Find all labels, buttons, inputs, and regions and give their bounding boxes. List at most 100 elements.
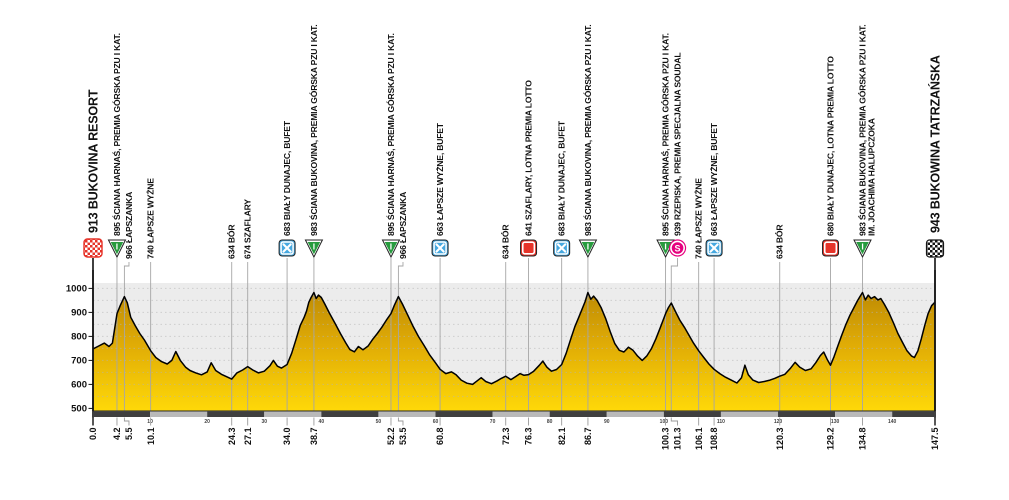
km-label: 82.1 — [557, 428, 567, 446]
scalebar-number: 40 — [319, 419, 325, 425]
waypoint-label: 983 ŚCIANA BUKOVINA, PREMIA GÓRSKA PZU I… — [582, 25, 593, 236]
scalebar-segment — [663, 411, 721, 417]
waypoint-label: 740 ŁAPSZE WYŻNE — [694, 178, 704, 259]
feed-zone-icon-border — [707, 241, 721, 255]
scalebar-number: 50 — [376, 419, 382, 425]
waypoint-label: 939 RZEPISKA, PREMIA SPECJALNA SOUDAL — [673, 53, 683, 236]
sprint-premium-icon — [520, 239, 538, 257]
sprint-premium-icon — [822, 239, 840, 257]
waypoint-label-line2: IM. JOACHIMA HALUPCZOKA — [867, 118, 877, 236]
waypoint-label: 683 BIAŁY DUNAJEC, BUFET — [282, 120, 292, 236]
km-label: 76.3 — [524, 428, 534, 446]
km-label: 34.0 — [282, 428, 292, 446]
scalebar-number: 120 — [774, 419, 783, 425]
elevation-profile-area — [93, 292, 935, 411]
waypoint-108.8: 663 ŁAPSZE WYŻNE, BUFET 108.8 — [705, 122, 723, 451]
scalebar-segment — [835, 411, 893, 417]
special-premium-icon-ring — [670, 240, 685, 256]
km-label: 129.2 — [826, 428, 836, 451]
km-label: 60.8 — [435, 428, 445, 446]
waypoint-label: 913 BUKOVINA RESORT — [86, 89, 100, 233]
km-label: 134.8 — [858, 428, 868, 451]
scalebar-number: 110 — [717, 419, 725, 425]
climb-category-glyph: I — [313, 242, 315, 252]
waypoint-label: 943 BUKOWINA TATRZAŃSKA — [927, 55, 942, 233]
scalebar-segment — [378, 411, 436, 417]
km-label: 24.3 — [227, 428, 237, 446]
km-label: 52.2 — [386, 428, 396, 446]
climb-cat1-icon-inner — [856, 242, 869, 255]
waypoint-53.5: 966 ŁAPSZANKA 53.5 — [397, 192, 408, 446]
sprint-premium-icon-border — [521, 241, 536, 255]
waypoint-134.8: I 983 ŚCIANA BUKOVINA, PREMIA GÓRSKA PZU … — [853, 25, 877, 451]
waypoint-label: 895 ŚCIANA HARNAŚ, PREMIA GÓRSKA PZU I K… — [111, 33, 122, 236]
waypoint-106.1: 740 ŁAPSZE WYŻNE 106.1 — [694, 178, 704, 450]
scalebar-segment — [207, 411, 265, 417]
climb-category-glyph: I — [861, 242, 863, 252]
climb-category-glyph: I — [587, 242, 589, 252]
climb-cat1-icon-inner — [307, 242, 321, 255]
waypoint-86.7: I 983 ŚCIANA BUKOVINA, PREMIA GÓRSKA PZU … — [578, 25, 598, 445]
waypoint-147.5: 943 BUKOWINA TATRZAŃSKA 147.5 — [925, 55, 945, 450]
scalebar-number: 90 — [604, 419, 610, 425]
y-axis-tick-label: 800 — [71, 332, 87, 343]
waypoint-52.2: I 895 ŚCIANA HARNAŚ, PREMIA GÓRSKA PZU I … — [381, 33, 401, 446]
km-label: 72.3 — [501, 428, 511, 446]
km-label: 4.2 — [112, 428, 122, 441]
km-label: 27.1 — [243, 428, 253, 446]
feed-zone-icon-border — [280, 241, 294, 255]
waypoint-label: 680 BIAŁY DUNAJEC, LOTNA PREMIA LOTTO — [826, 56, 836, 236]
waypoint-line-5.5 — [123, 262, 130, 411]
waypoint-10.1: 740 ŁAPSZE WYŻNE 10.1 — [146, 178, 156, 445]
waypoint-34: 683 BIAŁY DUNAJEC, BUFET 34.0 — [278, 120, 296, 446]
waypoint-label: 966 ŁAPSZANKA — [124, 192, 134, 259]
waypoint-76.3: 641 SZAFLARY, LOTNA PREMIA LOTTO 76.3 — [520, 80, 538, 446]
waypoint-label: 740 ŁAPSZE WYŻNE — [146, 178, 156, 259]
waypoint-label: 983 ŚCIANA BUKOVINA, PREMIA GÓRSKA PZU I… — [308, 25, 319, 236]
scalebar-segment — [720, 411, 779, 417]
scalebar-number: 80 — [547, 419, 553, 425]
km-label: 108.8 — [709, 428, 719, 451]
scalebar-number: 30 — [261, 419, 267, 425]
km-label: 5.5 — [124, 428, 134, 441]
waypoint-label: 895 ŚCIANA HARNAŚ, PREMIA GÓRSKA PZU I K… — [660, 33, 671, 236]
sprint-premium-icon-border — [823, 241, 838, 255]
scalebar-segment — [549, 411, 607, 417]
km-label: 120.3 — [775, 428, 785, 451]
km-label: 53.5 — [398, 428, 408, 446]
distance-scalebar: 10 20 30 40 50 60 70 80 90 100 110 120 130 140 — [93, 411, 935, 425]
waypoint-4.2: I 895 ŚCIANA HARNAŚ, PREMIA GÓRSKA PZU I … — [107, 33, 127, 441]
special-premium-glyph: S — [675, 243, 681, 253]
feed-zone-cross — [557, 243, 567, 253]
climb-category-glyph: I — [664, 242, 666, 252]
waypoint-38.7: I 983 ŚCIANA BUKOVINA, PREMIA GÓRSKA PZU … — [304, 25, 324, 445]
scalebar-number: 60 — [433, 419, 439, 425]
climb-cat1-icon-inner — [659, 242, 672, 255]
waypoint-60.8: 663 ŁAPSZE WYŻNE, BUFET 60.8 — [431, 122, 449, 446]
scalebar-number: 70 — [490, 419, 496, 425]
scalebar-number: 140 — [888, 419, 897, 425]
scalebar-number: 10 — [147, 419, 153, 425]
scalebar-segment — [321, 411, 379, 417]
waypoint-label: 663 ŁAPSZE WYŻNE, BUFET — [709, 122, 719, 236]
scalebar-segment — [606, 411, 664, 417]
y-axis-tick-label: 600 — [71, 380, 87, 391]
waypoint-label: 966 ŁAPSZANKA — [398, 192, 408, 259]
waypoint-line-101.3 — [670, 258, 679, 411]
km-label: 10.1 — [146, 428, 156, 446]
y-axis-tick-label: 700 — [71, 356, 87, 367]
y-axis-tick-label: 500 — [71, 404, 87, 415]
y-axis-tick-label: 1000 — [66, 284, 87, 295]
gridlines — [93, 287, 935, 397]
km-tick — [397, 417, 404, 426]
scalebar-number: 20 — [204, 419, 210, 425]
waypoint-label: 674 SZAFLARY — [243, 199, 253, 259]
scalebar-segment — [492, 411, 550, 417]
scalebar-segment — [778, 411, 836, 417]
waypoint-24.3: 634 BÓR 24.3 — [226, 224, 237, 445]
scalebar-segment — [93, 411, 151, 417]
climb-cat1-icon-inner — [384, 242, 398, 255]
scalebar-number: 100 — [660, 419, 669, 425]
scalebar-segment — [435, 411, 493, 417]
climb-category-glyph: I — [390, 242, 392, 252]
